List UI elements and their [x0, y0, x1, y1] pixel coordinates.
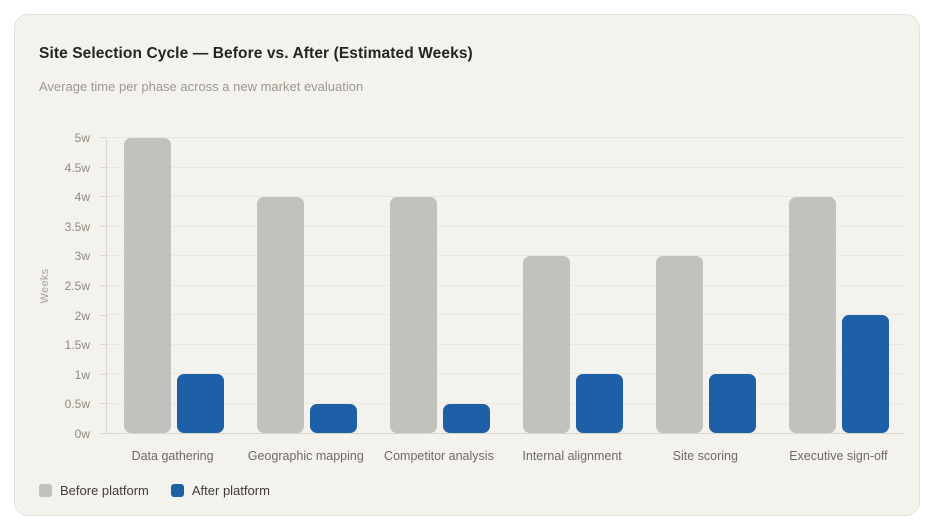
y-tick-label: 2w	[74, 308, 90, 323]
gridline	[107, 225, 905, 227]
x-axis-labels: Data gathering Geographic mapping Competit…	[106, 448, 905, 464]
gridline	[107, 137, 905, 138]
bar-before-platform-competitor-analysis[interactable]	[389, 197, 437, 433]
bar-before-platform-site-scoring[interactable]	[655, 256, 703, 433]
x-axis-label-data-gathering: Data gathering	[131, 449, 214, 463]
bar-group-executive-sign-off	[772, 138, 905, 433]
y-tick-mark	[100, 433, 106, 434]
y-tick-label: 0w	[74, 427, 90, 441]
bar-before-platform-executive-sign-off[interactable]	[788, 197, 836, 433]
gridline	[107, 373, 905, 374]
y-tick-label: 5w	[74, 131, 90, 145]
y-tick-mark	[100, 196, 106, 198]
y-tick-mark	[100, 285, 106, 286]
y-tick-label: 4w	[74, 190, 90, 205]
gridline	[107, 196, 905, 197]
x-axis-label-geographic-mapping: Geographic mapping	[247, 449, 364, 463]
y-axis-title: Weeks	[39, 268, 51, 304]
y-tick-label: 0.5w	[64, 397, 90, 412]
bar-after-platform-executive-sign-off[interactable]	[841, 315, 889, 433]
y-tick-mark	[100, 344, 106, 346]
y-tick-label: 1.5w	[64, 338, 90, 353]
y-tick-label: 1w	[74, 367, 90, 382]
y-tick-label: 3w	[74, 249, 90, 264]
chart-subtitle: Average time per phase across a new mark…	[39, 79, 364, 94]
bar-after-platform-internal-alignment[interactable]	[575, 374, 623, 433]
y-tick-mark	[100, 225, 106, 227]
bar-before-platform-geographic-mapping[interactable]	[256, 197, 304, 433]
bar-after-platform-geographic-mapping[interactable]	[309, 403, 357, 433]
plot-area	[106, 137, 905, 434]
bar-after-platform-site-scoring[interactable]	[708, 374, 756, 433]
y-tick-mark	[100, 314, 106, 316]
bar-group-data-gathering	[107, 138, 240, 433]
chart-title: Site Selection Cycle — Before vs. After …	[39, 45, 473, 62]
x-axis-label-competitor-analysis: Competitor analysis	[384, 449, 494, 463]
legend-item-after-platform[interactable]: After platform	[170, 483, 270, 498]
bar-after-platform-data-gathering[interactable]	[176, 374, 224, 433]
legend-item-before-platform[interactable]: Before platform	[39, 483, 149, 498]
bar-before-platform-data-gathering[interactable]	[123, 138, 171, 433]
gridline	[107, 343, 905, 345]
gridline	[107, 314, 905, 315]
y-tick-mark	[100, 255, 106, 257]
gridline	[107, 255, 905, 256]
bar-group-site-scoring	[639, 138, 772, 433]
x-axis-label-executive-sign-off: Executive sign-off	[789, 449, 888, 463]
y-tick-mark	[100, 137, 106, 138]
y-tick-mark	[100, 373, 106, 375]
y-tick-label: 2.5w	[64, 279, 90, 293]
gridline	[107, 284, 905, 286]
legend-label-before: Before platform	[60, 483, 149, 498]
x-axis-label-site-scoring: Site scoring	[672, 449, 738, 463]
y-tick-label: 4.5w	[64, 160, 90, 175]
y-tick-mark	[100, 403, 106, 405]
y-tick-label: 3.5w	[64, 219, 90, 234]
y-axis: Weeks 0w 0.5w 1w 1.5w 2w 2.5w 3w 3.5w 4w 4.5w 5w	[15, 132, 106, 440]
legend: Before platform After platform	[39, 483, 270, 498]
legend-swatch-before-icon	[39, 484, 52, 497]
bar-group-geographic-mapping	[240, 138, 373, 433]
legend-label-after: After platform	[191, 483, 270, 498]
y-tick-mark	[100, 166, 106, 168]
gridline	[107, 402, 905, 404]
bar-chart: Weeks 0w 0.5w 1w 1.5w 2w 2.5w 3w 3.5w 4w 4.5w 5w	[15, 132, 905, 440]
bar-group-competitor-analysis	[373, 138, 506, 433]
bar-after-platform-competitor-analysis[interactable]	[442, 403, 490, 433]
bar-group-internal-alignment	[506, 138, 639, 433]
bar-before-platform-internal-alignment[interactable]	[522, 256, 570, 433]
chart-card: Site Selection Cycle — Before vs. After …	[14, 14, 920, 516]
legend-swatch-after-icon	[170, 484, 184, 497]
gridline	[107, 166, 905, 168]
x-axis-label-internal-alignment: Internal alignment	[522, 449, 622, 463]
